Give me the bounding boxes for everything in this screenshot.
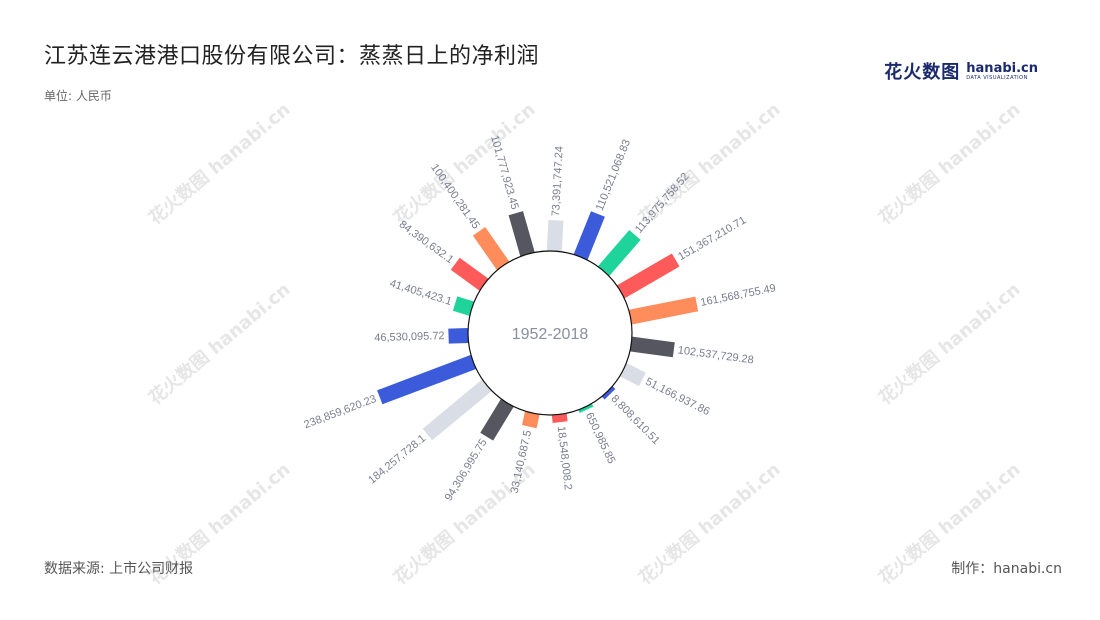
data-source: 数据来源: 上市公司财报 xyxy=(44,561,194,577)
bar-group xyxy=(377,211,699,441)
chart-title: 江苏连云港港口股份有限公司：蒸蒸日上的净利润 xyxy=(44,44,540,69)
value-label-10: 33,140,687.5 xyxy=(509,429,535,494)
logo-text-cn: 花火数图 xyxy=(884,62,961,83)
center-circle xyxy=(467,250,633,416)
brand-logo: 花火数图 hanabi.cn DATA VISUALIZATION xyxy=(884,58,1038,84)
bar-13 xyxy=(377,352,484,405)
value-label-3: 151,367,210.71 xyxy=(676,214,748,263)
bar-18 xyxy=(508,211,537,264)
value-label-5: 102,537,729.28 xyxy=(677,344,754,366)
bar-3 xyxy=(610,253,680,303)
value-label-11: 94,306,995.75 xyxy=(443,437,490,503)
bar-4 xyxy=(621,296,699,326)
unit-label: 单位: 人民币 xyxy=(44,89,112,103)
value-label-9: 18,548,008.2 xyxy=(555,426,574,491)
bar-17 xyxy=(472,227,514,277)
value-label-16: 84,390,632.1 xyxy=(397,219,456,267)
value-label-14: 46,530,095.72 xyxy=(374,330,445,344)
value-label-4: 161,568,755.49 xyxy=(700,282,777,309)
value-label-6: 51,166,937.86 xyxy=(643,376,711,418)
value-label-0: 73,391,747.24 xyxy=(550,146,566,217)
center-label: 1952-2018 xyxy=(512,326,589,343)
logo-text-en: hanabi.cn xyxy=(966,60,1038,76)
value-label-18: 101,777,923.45 xyxy=(488,134,520,211)
bar-12 xyxy=(422,374,498,441)
maker-credit: 制作：hanabi.cn xyxy=(951,561,1062,577)
value-label-1: 110,521,068.83 xyxy=(594,138,633,213)
value-label-17: 100,400,281.45 xyxy=(428,162,482,232)
logo-text-sub: DATA VISUALIZATION xyxy=(966,74,1028,81)
value-label-7: 8,808,610.51 xyxy=(608,393,662,447)
value-label-2: 113,975,758.52 xyxy=(633,171,692,236)
value-label-8: 650,985.85 xyxy=(583,411,617,466)
bar-1 xyxy=(570,211,605,268)
bar-5 xyxy=(622,335,675,358)
bar-2 xyxy=(592,230,641,282)
bar-0 xyxy=(546,220,564,260)
value-label-15: 41,405,423.1 xyxy=(388,278,453,308)
value-label-12: 184,257,728.1 xyxy=(366,432,428,486)
value-label-13: 238,859,620.23 xyxy=(302,393,378,431)
